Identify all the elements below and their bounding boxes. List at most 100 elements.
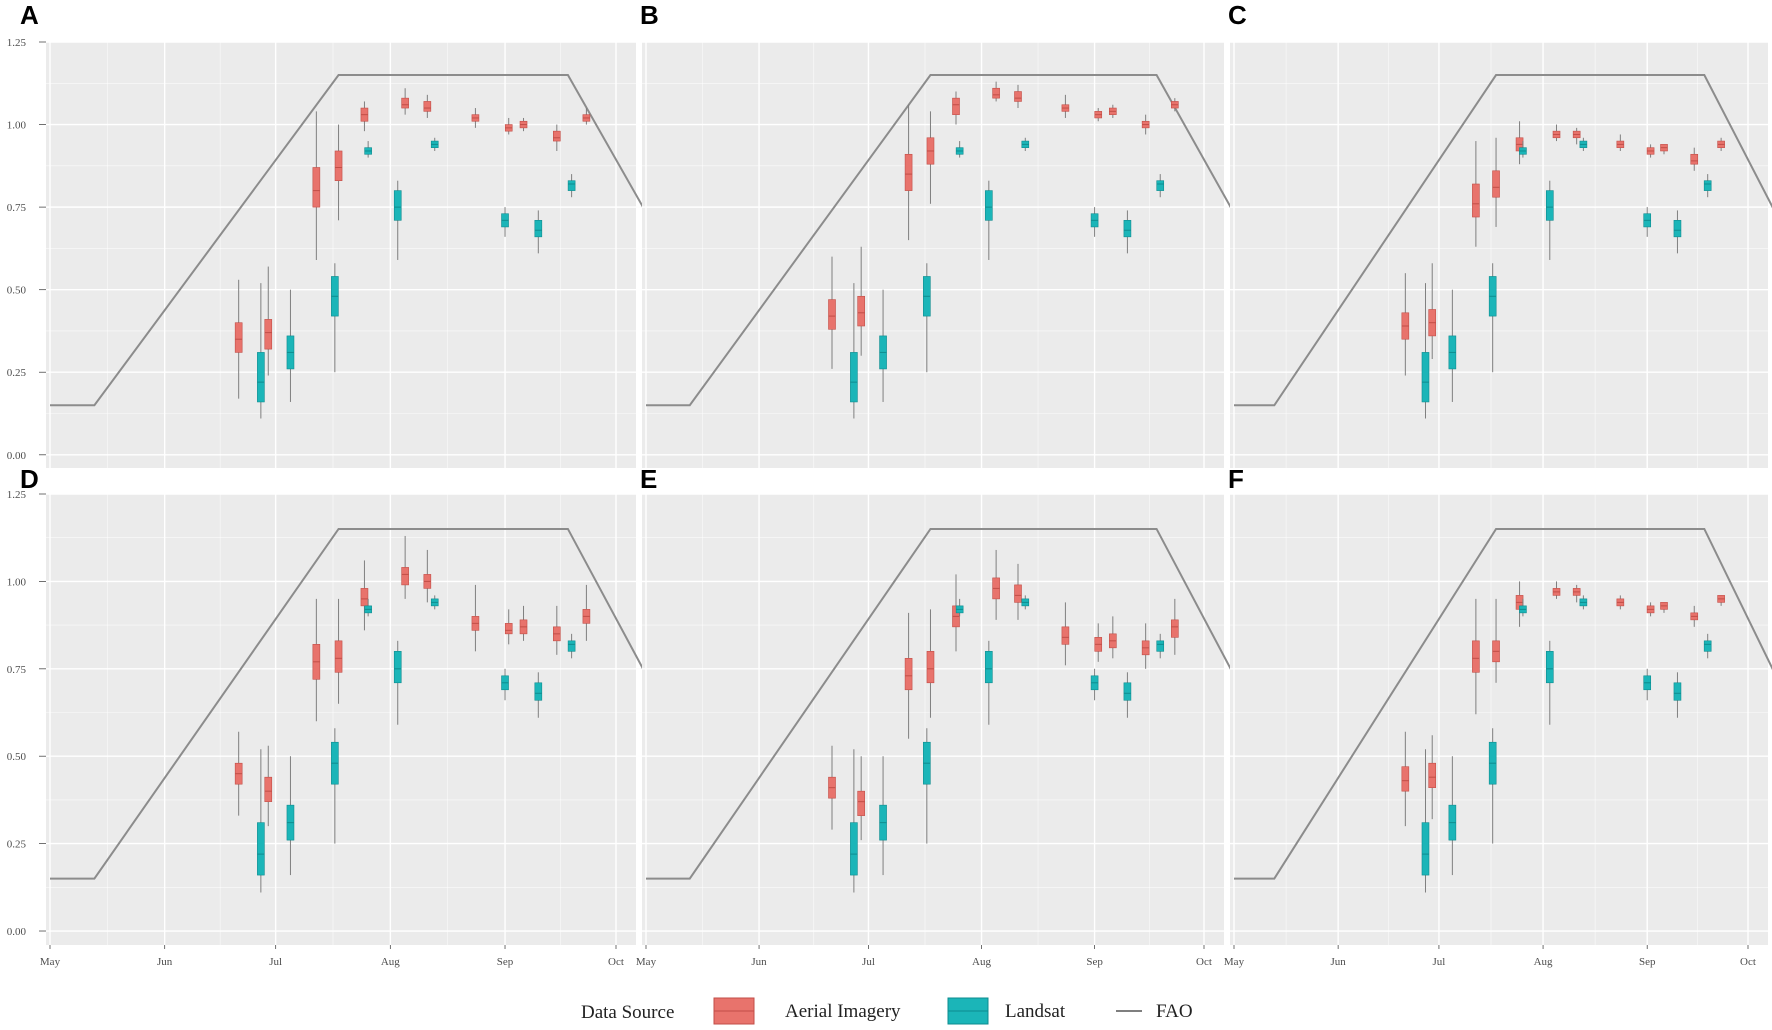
landsat-box	[1421, 822, 1430, 876]
aerial-box	[401, 567, 409, 586]
panel-background	[46, 42, 636, 468]
x-tick-label: Sep	[1086, 956, 1103, 968]
aerial-box	[334, 640, 343, 673]
y-tick-label: 1.00	[7, 120, 27, 132]
aerial-box	[360, 588, 369, 607]
panel-background	[642, 42, 1224, 468]
panel-label: B	[640, 0, 659, 30]
panel-label: E	[640, 464, 657, 494]
y-tick-label: 1.00	[7, 576, 27, 588]
aerial-box	[1428, 762, 1437, 788]
landsat-box	[985, 190, 993, 221]
x-tick-label: Sep	[497, 956, 514, 968]
panel-background	[1230, 42, 1768, 468]
x-tick-label: Jul	[862, 956, 875, 968]
x-tick-label: Oct	[1196, 956, 1212, 968]
aerial-box	[334, 150, 343, 181]
aerial-box	[264, 776, 273, 802]
x-tick-label: May	[40, 956, 61, 968]
panel-C: C	[1228, 0, 1772, 468]
aerial-box	[423, 101, 432, 112]
x-tick-label: Aug	[1534, 956, 1553, 968]
legend-aerial-label: Aerial Imagery	[785, 1001, 901, 1022]
landsat-box	[257, 352, 265, 403]
fao-curve	[646, 527, 1278, 880]
panel-E: May Jun Jul Aug Sep Oct E	[636, 464, 1278, 968]
aerial-box	[1014, 91, 1022, 102]
legend: Data Source Aerial Imagery Landsat FAO	[581, 997, 1193, 1025]
aerial-box	[401, 97, 409, 109]
aerial-box	[264, 319, 273, 350]
landsat-box	[257, 822, 265, 876]
x-tick-label: Oct	[1740, 956, 1756, 968]
x-tick-label: Jul	[1433, 956, 1446, 968]
landsat-box	[1123, 220, 1132, 238]
panels: 0.000.250.500.751.001.25A B C0.000.250.500…	[7, 0, 1772, 968]
aerial-box	[312, 167, 321, 208]
fao-curve	[1234, 527, 1772, 880]
y-tick-label: 1.25	[7, 37, 27, 49]
aerial-box	[234, 322, 243, 353]
aerial-box	[952, 97, 960, 115]
x-tick-label: Jul	[269, 956, 282, 968]
x-tick-label: Aug	[972, 956, 991, 968]
x-tick-label: Oct	[608, 956, 624, 968]
fao-curve	[50, 527, 691, 880]
aerial-box	[857, 790, 865, 816]
y-tick-label: 0.75	[7, 664, 27, 676]
aerial-box	[1401, 766, 1410, 792]
aerial-box	[504, 623, 513, 635]
y-tick-label: 1.25	[7, 489, 27, 501]
legend-fao-label: FAO	[1156, 1001, 1193, 1022]
aerial-box	[828, 299, 836, 330]
panel-F: May Jun Jul Aug Sep Oct F	[1224, 464, 1772, 968]
landsat-box	[1156, 640, 1165, 652]
landsat-box	[1156, 180, 1165, 191]
fao-curve	[1234, 74, 1772, 407]
panel-B: B	[640, 0, 1278, 468]
landsat-box	[1703, 640, 1712, 652]
landsat-box	[534, 220, 543, 238]
aerial-box	[904, 658, 913, 691]
aerial-box	[1014, 584, 1022, 603]
y-tick-label: 0.75	[7, 202, 27, 214]
aerial-box	[1061, 626, 1070, 645]
landsat-box	[850, 352, 858, 403]
y-tick-label: 0.25	[7, 839, 27, 851]
aerial-box	[857, 295, 865, 327]
landsat-box	[985, 651, 993, 684]
legend-title: Data Source	[581, 1002, 674, 1023]
panel-label: C	[1228, 0, 1247, 30]
y-tick-label: 0.50	[7, 285, 27, 297]
x-tick-label: May	[636, 956, 657, 968]
panel-D: 0.00 0.25 0.50 0.75 1.00 1.25 May Jun Jul Aug Sep O…	[7, 464, 691, 968]
landsat-box	[567, 180, 576, 191]
x-tick-label: Jun	[751, 956, 767, 968]
landsat-box	[393, 190, 402, 221]
landsat-box	[1703, 180, 1712, 191]
fao-curve	[646, 74, 1278, 407]
y-tick-label: 0.50	[7, 751, 27, 763]
x-tick-label: Sep	[1639, 956, 1656, 968]
x-tick-label: Jun	[157, 956, 173, 968]
landsat-box	[534, 682, 543, 701]
fao-curve	[50, 74, 691, 407]
y-tick-label: 0.00	[7, 926, 27, 938]
aerial-box	[992, 87, 1000, 99]
landsat-box	[1673, 220, 1682, 238]
landsat-box	[567, 640, 576, 652]
aerial-box	[553, 130, 561, 142]
landsat-box	[1421, 352, 1430, 403]
aerial-box	[1492, 170, 1500, 198]
panel-background	[1230, 494, 1768, 945]
y-tick-label: 0.00	[7, 450, 27, 462]
landsat-box	[393, 651, 402, 684]
aerial-box	[1472, 183, 1480, 218]
landsat-box	[1673, 682, 1682, 701]
aerial-box	[1171, 619, 1179, 638]
panel-background	[46, 494, 636, 945]
landsat-box	[1545, 651, 1554, 684]
panel-A: 0.00 0.25 0.50 0.75 1.00 1.25 A	[7, 0, 691, 468]
aerial-box	[904, 153, 913, 191]
